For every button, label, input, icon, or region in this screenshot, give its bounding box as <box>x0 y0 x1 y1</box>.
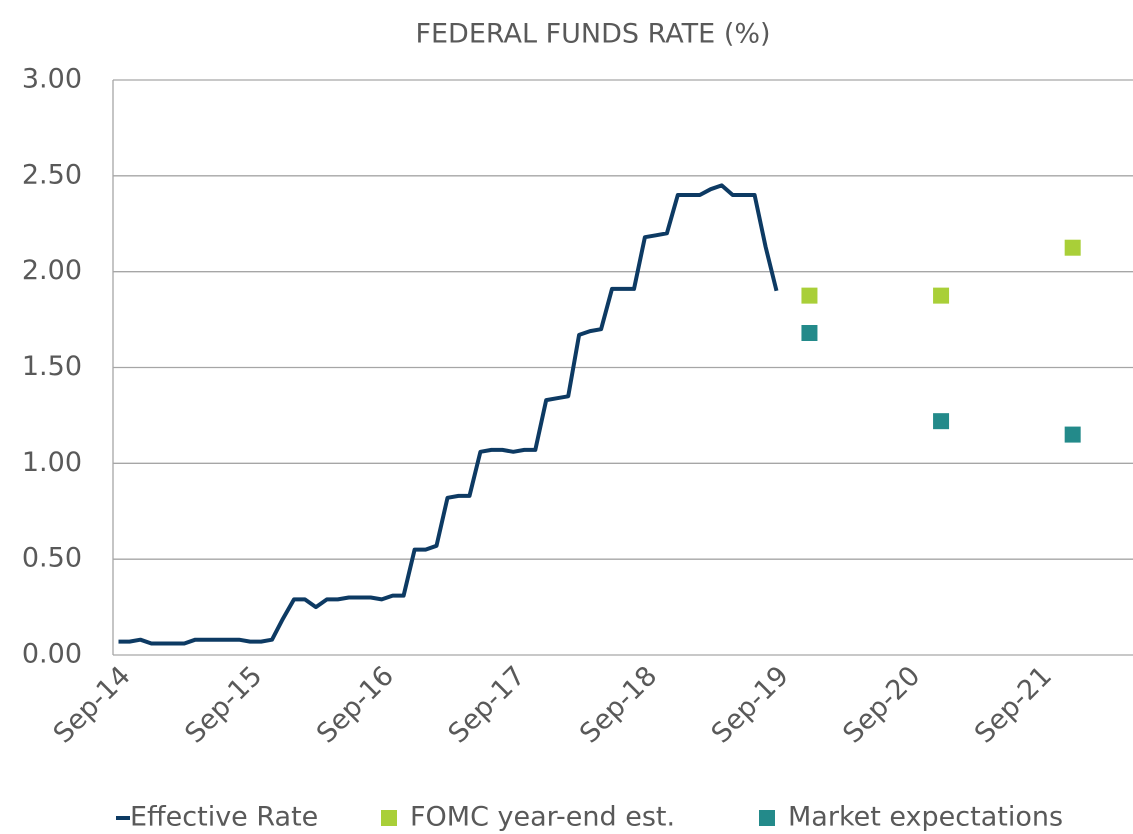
marker <box>933 287 950 304</box>
y-tick-label: 1.50 <box>22 351 82 382</box>
legend-label: Effective Rate <box>130 802 318 833</box>
y-tick-label: 0.00 <box>22 639 82 670</box>
x-tick-label: Sep-16 <box>311 660 400 749</box>
x-tick-label: Sep-20 <box>837 660 926 749</box>
y-tick-label: 2.50 <box>22 159 82 190</box>
marker <box>1064 239 1081 256</box>
legend-swatch <box>759 810 775 826</box>
x-tick-label: Sep-21 <box>969 660 1058 749</box>
legend-label: FOMC year-end est. <box>410 802 675 833</box>
x-tick-label: Sep-14 <box>48 660 137 749</box>
marker <box>1064 426 1081 443</box>
x-tick-label: Sep-18 <box>574 660 663 749</box>
chart-title: FEDERAL FUNDS RATE (%) <box>415 19 770 50</box>
legend-swatch <box>381 810 397 826</box>
x-tick-label: Sep-19 <box>706 660 795 749</box>
line <box>118 183 779 646</box>
y-tick-label: 3.00 <box>22 64 82 95</box>
legend-label: Market expectations <box>788 802 1063 833</box>
marker <box>801 325 818 341</box>
marker <box>801 287 818 304</box>
marker <box>933 413 950 430</box>
y-tick-label: 1.00 <box>22 447 82 478</box>
y-tick-label: 0.50 <box>22 543 82 574</box>
x-tick-label: Sep-15 <box>179 660 268 749</box>
y-tick-label: 2.00 <box>22 255 82 286</box>
x-tick-label: Sep-17 <box>442 660 531 749</box>
